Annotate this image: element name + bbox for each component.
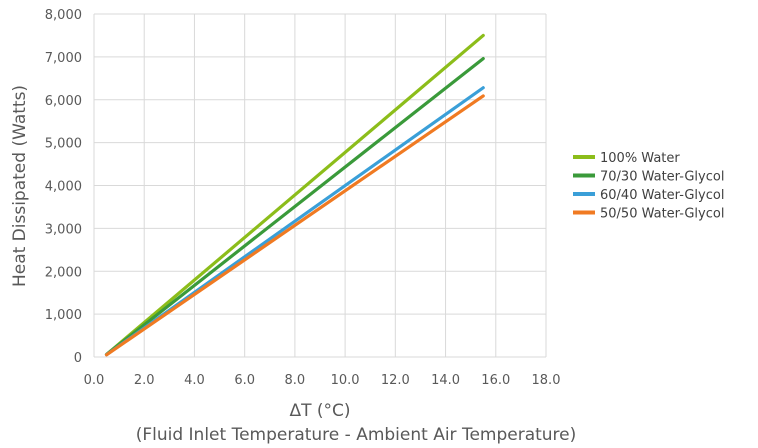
x-axis-title: ΔT (°C) xyxy=(289,401,350,421)
x-tick-label: 18.0 xyxy=(532,373,561,388)
y-tick-label: 6,000 xyxy=(45,94,82,109)
y-axis-ticks: 0 1,000 2,000 3,000 4,000 5,000 6,000 7,000 8,00… xyxy=(45,8,82,366)
x-tick-label: 12.0 xyxy=(381,373,410,388)
x-tick-label: 16.0 xyxy=(481,373,510,388)
x-tick-label: 8.0 xyxy=(285,373,306,388)
x-tick-label: 0.0 xyxy=(84,373,105,388)
x-tick-label: 14.0 xyxy=(431,373,460,388)
x-tick-label: 4.0 xyxy=(184,373,205,388)
y-tick-label: 5,000 xyxy=(45,137,82,152)
y-tick-label: 7,000 xyxy=(45,51,82,66)
legend: 100% Water 70/30 Water-Glycol 60/40 Water-… xyxy=(573,151,724,222)
legend-label: 60/40 Water-Glycol xyxy=(600,188,724,203)
x-tick-label: 10.0 xyxy=(331,373,360,388)
y-tick-label: 3,000 xyxy=(45,222,82,237)
x-axis-subtitle: (Fluid Inlet Temperature - Ambient Air T… xyxy=(136,425,577,445)
x-tick-label: 2.0 xyxy=(134,373,155,388)
y-tick-label: 0 xyxy=(74,351,82,366)
y-tick-label: 2,000 xyxy=(45,265,82,280)
y-tick-label: 1,000 xyxy=(45,308,82,323)
legend-label: 100% Water xyxy=(600,151,680,166)
y-tick-label: 4,000 xyxy=(45,180,82,195)
legend-label: 70/30 Water-Glycol xyxy=(600,170,724,185)
y-axis-title: Heat Dissipated (Watts) xyxy=(10,85,30,287)
legend-label: 50/50 Water-Glycol xyxy=(600,207,724,222)
y-tick-label: 8,000 xyxy=(45,8,82,23)
x-tick-label: 6.0 xyxy=(234,373,255,388)
x-axis-ticks: 0.0 2.0 4.0 6.0 8.0 10.0 12.0 14.0 16.0 18.0 xyxy=(84,373,561,388)
